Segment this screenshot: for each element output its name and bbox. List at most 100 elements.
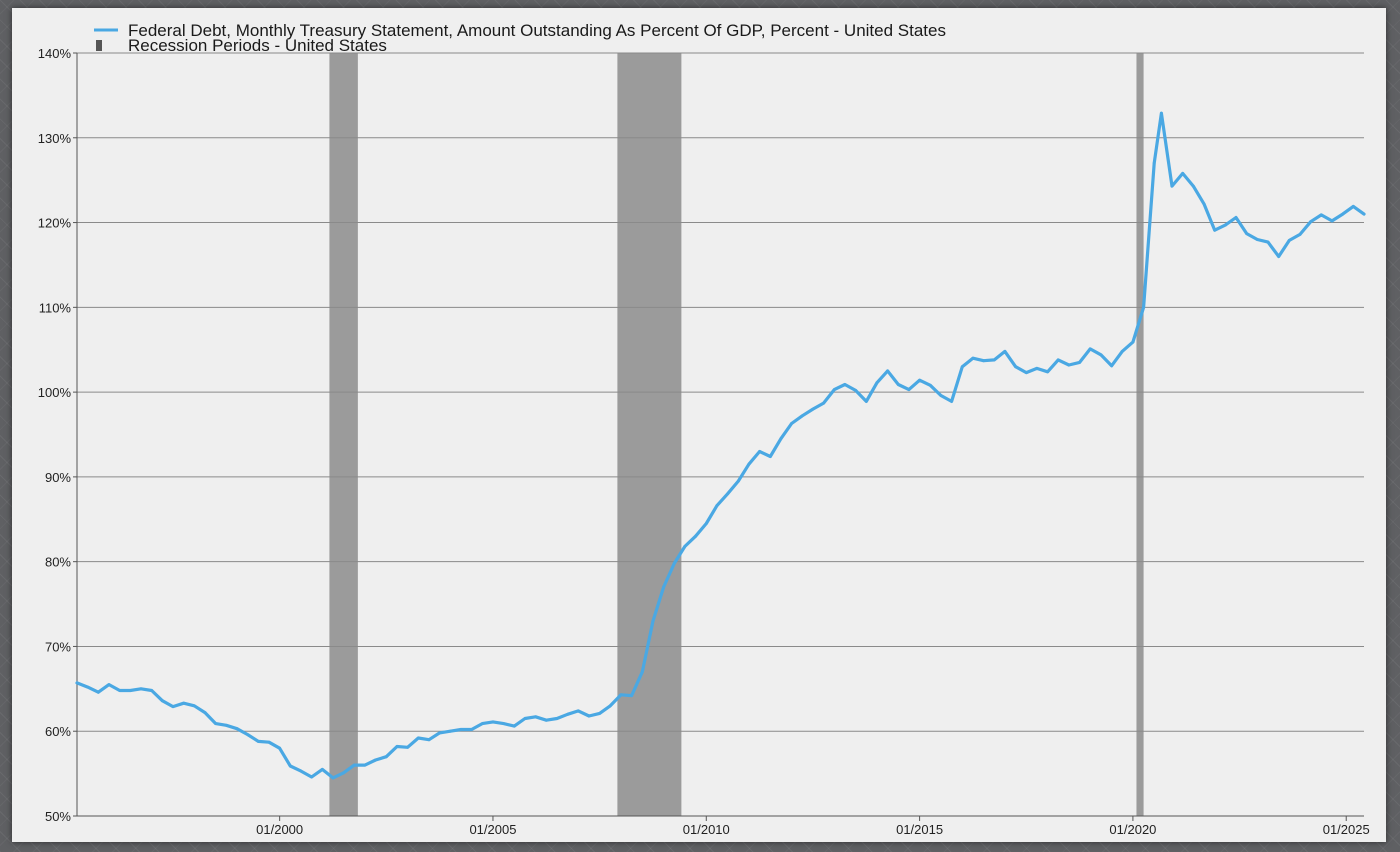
- data-point: [128, 689, 132, 692]
- data-point: [406, 745, 409, 749]
- data-point: [1245, 232, 1249, 236]
- data-point: [843, 383, 847, 386]
- legend-label-recession: Recession Periods - United States: [128, 36, 387, 55]
- data-point: [907, 388, 911, 391]
- data-point: [395, 745, 399, 748]
- data-point: [587, 714, 591, 718]
- data-point: [534, 715, 537, 719]
- data-point: [342, 771, 345, 775]
- data-point: [886, 369, 889, 373]
- data-point: [555, 717, 559, 720]
- axis-layer: 50% 60% 70% 80% 90% 100% 110% 120% 130% 140% 01/20…: [38, 46, 1370, 837]
- data-point: [427, 738, 431, 742]
- data-point: [1202, 202, 1206, 206]
- data-point: [598, 712, 601, 715]
- data-point: [1191, 184, 1195, 188]
- data-point: [438, 731, 441, 735]
- data-point: [1255, 238, 1259, 241]
- data-point: [1341, 212, 1345, 216]
- data-point: [299, 769, 303, 773]
- recession-layer: [329, 53, 1144, 816]
- data-point: [672, 562, 676, 565]
- data-point: [491, 720, 495, 724]
- data-point: [374, 758, 377, 762]
- data-point: [1160, 111, 1163, 115]
- data-point: [1078, 361, 1081, 364]
- data-point: [1003, 350, 1007, 353]
- data-point: [694, 534, 697, 538]
- data-point: [854, 389, 857, 392]
- data-point: [1309, 220, 1313, 224]
- series-line-1: [75, 111, 1366, 780]
- x-tick-label-2020-01: 01/2020: [1109, 822, 1156, 837]
- data-point: [544, 718, 548, 722]
- grid-layer: [77, 52, 1364, 817]
- data-point: [203, 711, 207, 714]
- data-point: [971, 356, 975, 360]
- data-point: [214, 722, 218, 725]
- data-point: [950, 400, 953, 403]
- data-point: [363, 763, 367, 767]
- data-point: [1152, 161, 1156, 165]
- data-point: [790, 422, 793, 425]
- data-point: [171, 705, 175, 708]
- data-point: [384, 755, 388, 759]
- y-tick-label-130: 130%: [38, 131, 72, 146]
- data-point: [1099, 353, 1103, 357]
- data-point: [1110, 364, 1113, 368]
- y-tick-label-120: 120%: [38, 216, 72, 231]
- data-point: [822, 401, 825, 405]
- data-point: [768, 455, 772, 458]
- data-point: [278, 746, 281, 750]
- data-point: [800, 414, 804, 418]
- data-point: [566, 712, 569, 716]
- y-tick-label-110: 110%: [39, 300, 72, 315]
- data-point: [96, 690, 100, 694]
- chart-panel: 50% 60% 70% 80% 90% 100% 110% 120% 130% 140% 01/20…: [12, 8, 1386, 842]
- data-point: [1213, 228, 1217, 232]
- data-point: [1277, 255, 1281, 258]
- data-point: [235, 727, 239, 731]
- data-point: [779, 437, 783, 441]
- y-tick-label-50: 50%: [45, 809, 71, 824]
- data-point: [928, 383, 932, 387]
- data-point: [747, 462, 751, 466]
- data-point: [896, 383, 900, 386]
- data-point: [982, 359, 985, 363]
- data-point: [651, 619, 655, 623]
- data-point: [576, 709, 580, 713]
- data-point: [960, 365, 964, 369]
- data-point: [192, 704, 196, 708]
- legend-label-debt: Federal Debt, Monthly Treasury Statement…: [128, 21, 946, 40]
- data-point: [736, 479, 740, 483]
- data-point: [1181, 172, 1185, 175]
- data-point: [683, 545, 687, 548]
- data-point: [470, 728, 473, 731]
- data-point: [1056, 358, 1060, 362]
- legend-bar-swatch: [96, 40, 102, 51]
- data-point: [1035, 367, 1039, 370]
- data-point: [1330, 219, 1334, 223]
- data-point: [1088, 347, 1092, 351]
- data-point: [832, 388, 836, 391]
- data-point: [256, 740, 260, 743]
- chart-legend: Federal Debt, Monthly Treasury Statement…: [94, 21, 946, 55]
- data-point: [448, 729, 452, 733]
- data-point: [1287, 239, 1291, 242]
- data-point: [182, 701, 186, 705]
- data-point: [726, 492, 729, 496]
- data-point: [416, 736, 420, 740]
- x-tick-label-2000-01: 01/2000: [256, 822, 303, 837]
- recession-band-1: [329, 53, 358, 816]
- data-point: [1170, 184, 1174, 188]
- data-point: [1120, 350, 1124, 353]
- data-point: [992, 358, 996, 362]
- data-point: [480, 722, 484, 725]
- data-point: [320, 768, 324, 771]
- data-point: [118, 689, 122, 692]
- x-tick-label-2015-01: 01/2015: [896, 822, 943, 837]
- data-point: [523, 717, 527, 720]
- y-tick-label-140: 140%: [38, 46, 72, 61]
- data-point: [1223, 223, 1227, 227]
- data-point: [86, 685, 90, 689]
